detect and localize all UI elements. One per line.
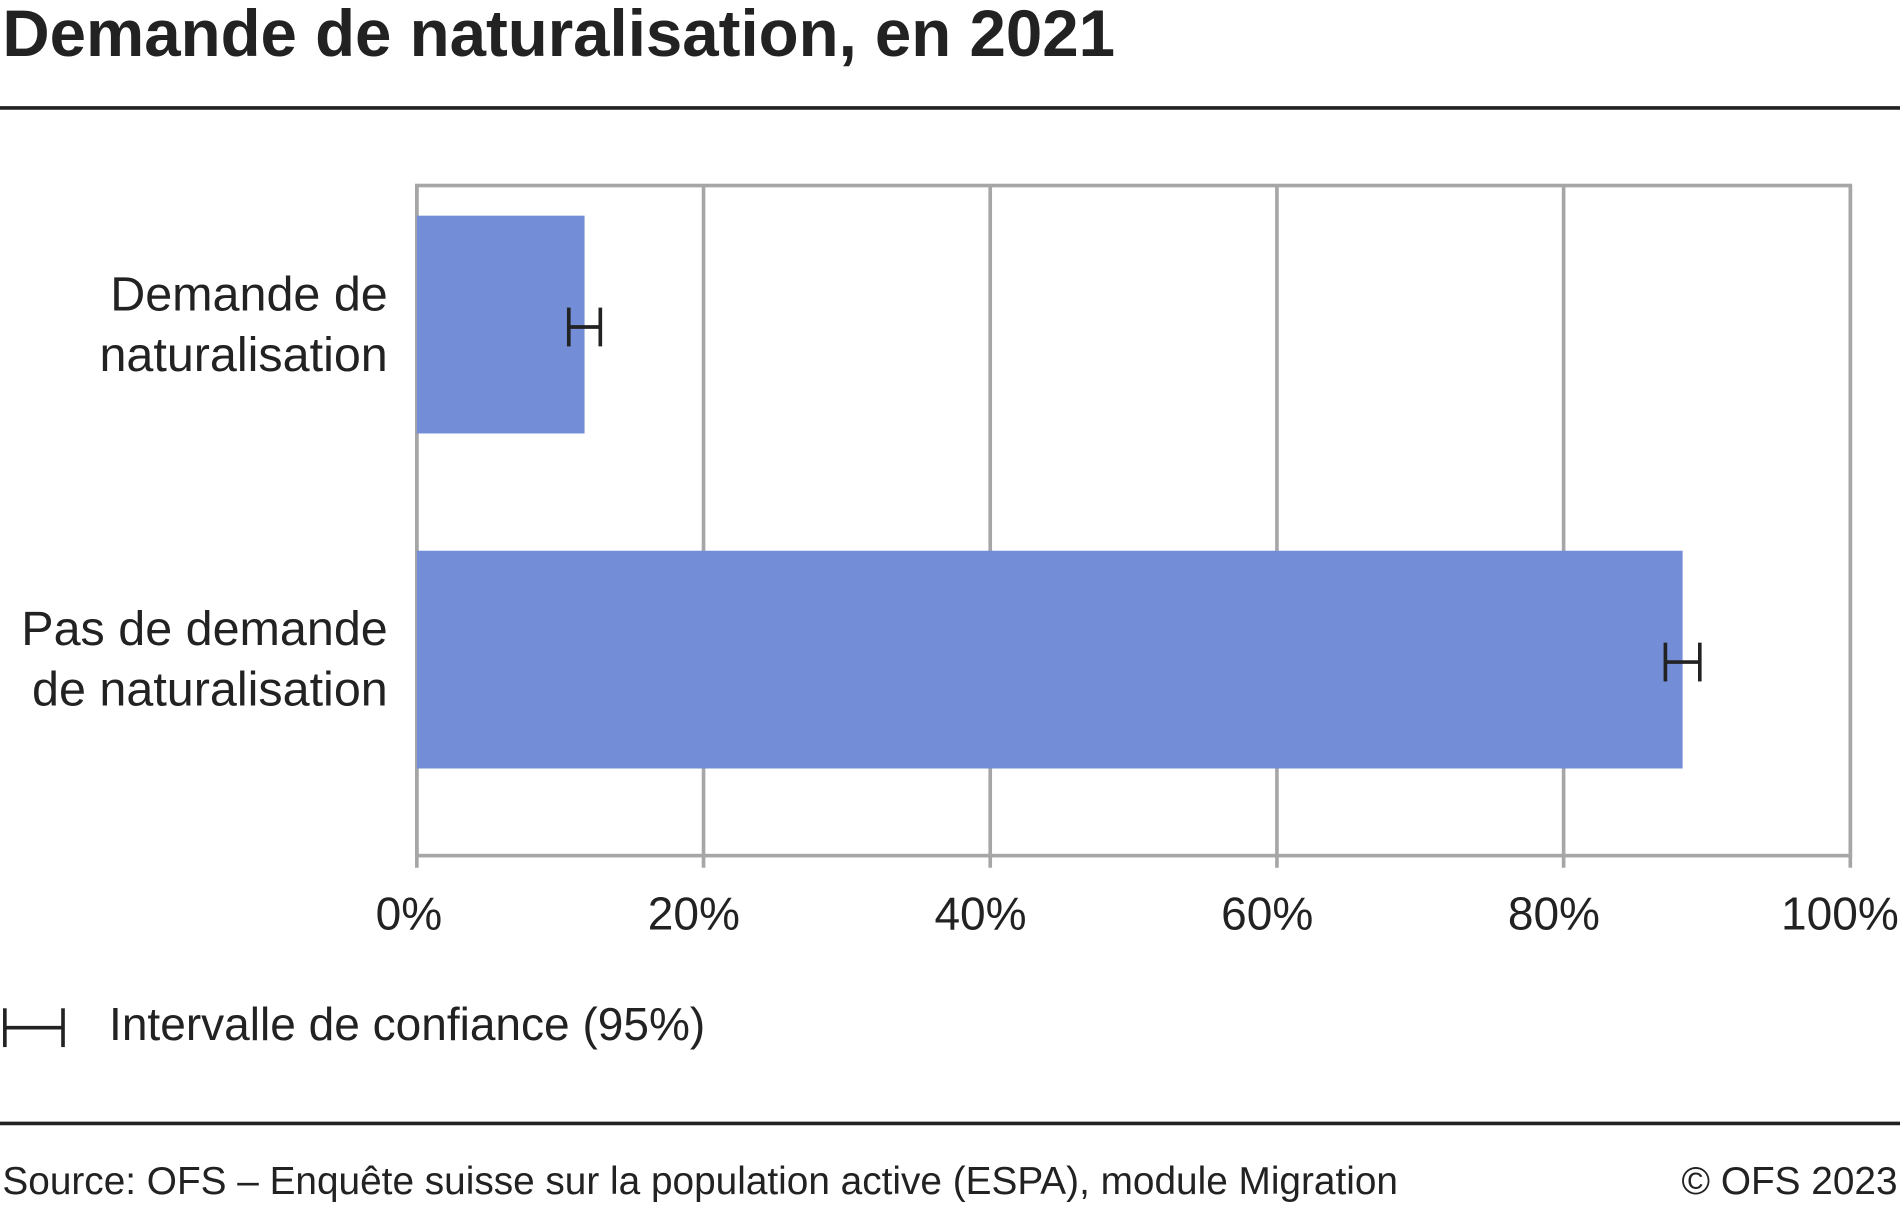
source: Source: OFS – Enquête suisse sur la popu… <box>2 1160 1398 1203</box>
bar <box>416 550 1683 769</box>
x-tick-label: 60% <box>1221 888 1313 940</box>
bar <box>416 215 585 434</box>
error-bar <box>566 307 603 347</box>
x-tick-label: 80% <box>1508 888 1600 940</box>
x-tick-label: 40% <box>934 888 1026 940</box>
legend-symbol <box>3 1008 65 1048</box>
chart-title: Demande de naturalisation, en 2021 <box>2 0 1115 70</box>
x-tick-label: 0% <box>376 888 443 940</box>
x-tick-label: 100% <box>1781 888 1899 940</box>
y-tick-label: Demande de naturalisation <box>99 267 388 382</box>
legend-label: Intervalle de confiance (95%) <box>109 998 705 1050</box>
error-bar <box>1663 642 1702 682</box>
x-tick-label: 20% <box>648 888 740 940</box>
category-label-box: Pas de demande de naturalisation <box>21 602 388 717</box>
y-tick-label: Pas de demande de naturalisation <box>21 602 388 717</box>
copyright: © OFS 2023 <box>1682 1160 1898 1203</box>
category-label-box: Demande de naturalisation <box>99 267 388 382</box>
